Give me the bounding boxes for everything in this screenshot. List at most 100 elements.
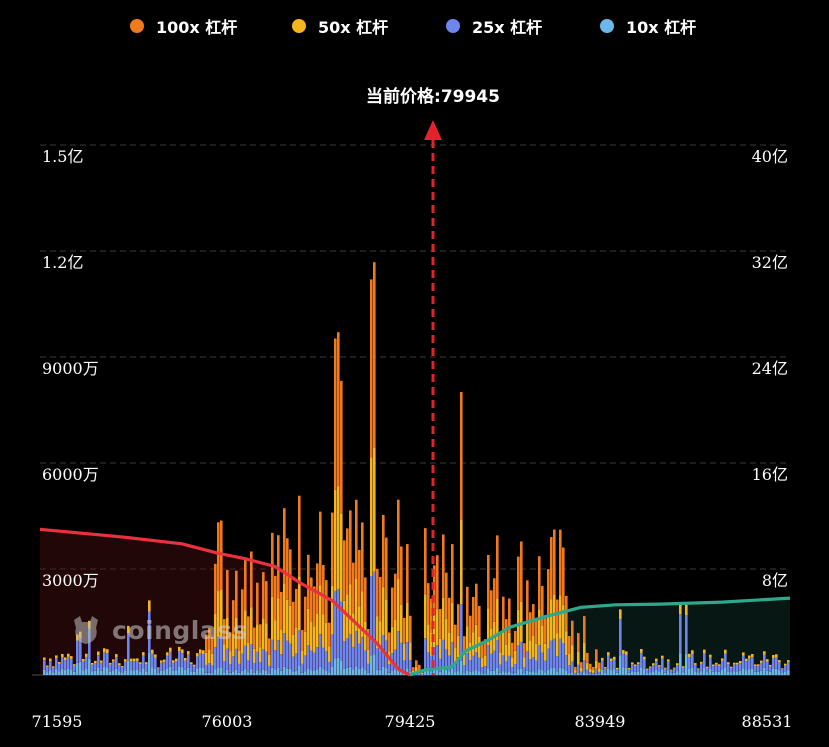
bar-25x 杠杆 [100, 662, 103, 671]
bar-50x 杠杆 [490, 628, 493, 654]
bar-100x 杠杆 [463, 636, 466, 654]
bar-50x 杠杆 [550, 599, 553, 641]
bar-50x 杠杆 [640, 649, 643, 653]
x-axis-tick: 83949 [575, 712, 626, 731]
bar-25x 杠杆 [133, 661, 136, 671]
bar-100x 杠杆 [526, 580, 529, 623]
bar-10x 杠杆 [58, 671, 61, 675]
bar-100x 杠杆 [286, 538, 289, 600]
bar-25x 杠杆 [613, 659, 616, 670]
bar-10x 杠杆 [724, 667, 727, 675]
bar-10x 杠杆 [688, 668, 691, 675]
bar-50x 杠杆 [472, 632, 475, 656]
bar-50x 杠杆 [352, 613, 355, 647]
bar-50x 杠杆 [100, 660, 103, 663]
bar-50x 杠杆 [631, 662, 634, 665]
bar-10x 杠杆 [172, 670, 175, 675]
legend-item-50x[interactable]: 50x 杠杆 [292, 14, 388, 38]
bar-50x 杠杆 [112, 659, 115, 662]
bar-50x 杠杆 [400, 604, 403, 643]
right-axis-tick: 40亿 [752, 147, 788, 166]
bar-100x 杠杆 [376, 568, 379, 617]
bar-100x 杠杆 [592, 666, 595, 671]
bar-100x 杠杆 [355, 499, 358, 579]
bar-25x 杠杆 [340, 601, 343, 661]
bar-25x 杠杆 [166, 655, 169, 669]
bar-25x 杠杆 [316, 647, 319, 670]
bar-50x 杠杆 [685, 604, 688, 616]
bar-50x 杠杆 [448, 632, 451, 656]
bar-100x 杠杆 [508, 598, 511, 633]
bar-50x 杠杆 [457, 636, 460, 658]
legend-item-10x[interactable]: 10x 杠杆 [600, 14, 696, 38]
bar-25x 杠杆 [337, 589, 340, 658]
legend-item-25x[interactable]: 25x 杠杆 [446, 14, 542, 38]
bar-25x 杠杆 [718, 665, 721, 672]
bar-100x 杠杆 [439, 609, 442, 639]
legend: 100x 杠杆 50x 杠杆 25x 杠杆 10x 杠杆 [0, 14, 829, 44]
bar-25x 杠杆 [517, 645, 520, 670]
bar-10x 杠杆 [244, 669, 247, 675]
bar-25x 杠杆 [781, 669, 784, 673]
bar-25x 杠杆 [349, 633, 352, 667]
bar-25x 杠杆 [85, 656, 88, 669]
bar-10x 杠杆 [508, 671, 511, 675]
legend-item-100x[interactable]: 100x 杠杆 [130, 14, 237, 38]
bar-100x 杠杆 [343, 540, 346, 601]
bar-25x 杠杆 [331, 634, 334, 667]
bar-50x 杠杆 [310, 621, 313, 651]
bar-10x 杠杆 [751, 668, 754, 675]
bar-10x 杠杆 [556, 671, 559, 675]
bar-10x 杠杆 [259, 672, 262, 675]
bar-100x 杠杆 [514, 631, 517, 651]
bar-10x 杠杆 [211, 673, 214, 675]
bar-25x 杠杆 [559, 638, 562, 668]
bar-10x 杠杆 [43, 669, 46, 675]
bar-10x 杠杆 [103, 667, 106, 675]
bar-25x 杠杆 [532, 657, 535, 672]
bar-25x 杠杆 [742, 655, 745, 669]
bar-10x 杠杆 [430, 671, 433, 675]
bar-50x 杠杆 [751, 654, 754, 658]
bar-50x 杠杆 [664, 667, 667, 669]
bar-50x 杠杆 [190, 662, 193, 665]
bar-50x 杠杆 [781, 668, 784, 670]
bar-10x 杠杆 [601, 669, 604, 675]
bar-25x 杠杆 [145, 664, 148, 672]
bar-50x 杠杆 [604, 667, 607, 669]
bar-10x 杠杆 [190, 671, 193, 675]
bar-50x 杠杆 [514, 650, 517, 664]
bar-50x 杠杆 [709, 654, 712, 658]
bar-25x 杠杆 [787, 662, 790, 671]
bar-10x 杠杆 [499, 672, 502, 675]
bar-100x 杠杆 [352, 562, 355, 614]
bar-50x 杠杆 [787, 660, 790, 663]
bar-10x 杠杆 [358, 668, 361, 675]
bar-10x 杠杆 [406, 668, 409, 675]
bar-50x 杠杆 [739, 661, 742, 664]
bar-100x 杠杆 [334, 338, 337, 490]
bar-100x 杠杆 [244, 557, 247, 611]
bar-25x 杠杆 [91, 664, 94, 672]
bar-100x 杠杆 [424, 528, 427, 595]
bar-100x 杠杆 [391, 587, 394, 627]
bar-50x 杠杆 [175, 658, 178, 662]
bar-100x 杠杆 [502, 596, 505, 632]
bar-10x 杠杆 [703, 667, 706, 675]
bar-10x 杠杆 [418, 674, 421, 675]
bar-10x 杠杆 [286, 668, 289, 675]
bar-25x 杠杆 [685, 615, 688, 654]
bar-100x 杠杆 [544, 618, 547, 644]
bar-25x 杠杆 [136, 660, 139, 670]
bar-10x 杠杆 [730, 672, 733, 675]
bar-25x 杠杆 [154, 657, 157, 669]
bar-25x 杠杆 [367, 663, 370, 673]
bar-50x 杠杆 [328, 646, 331, 662]
bar-50x 杠杆 [670, 669, 673, 671]
bar-50x 杠杆 [184, 658, 187, 661]
bar-10x 杠杆 [694, 671, 697, 675]
bar-25x 杠杆 [313, 652, 316, 671]
bar-25x 杠杆 [73, 665, 76, 672]
bar-50x 杠杆 [475, 624, 478, 653]
bar-25x 杠杆 [727, 664, 730, 672]
